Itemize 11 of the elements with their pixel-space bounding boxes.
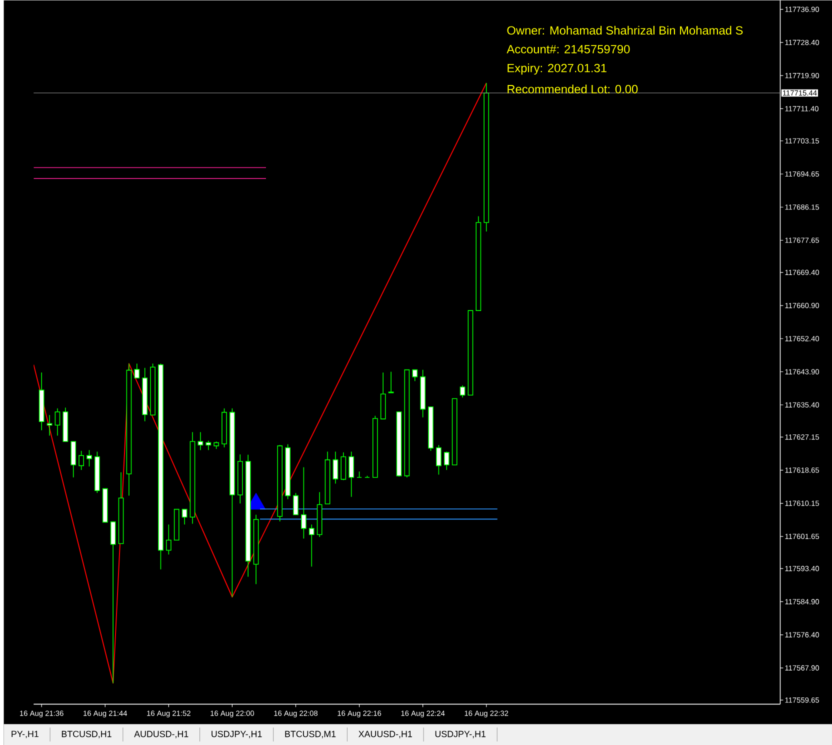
annotation: Owner: Mohamad Shahrizal Bin Mohamad S: [507, 26, 743, 35]
text: BTCUSD,H1: [62, 730, 112, 738]
text: USDJPY-,H1: [435, 730, 486, 738]
annotation: Expiry: 2027.01.31: [508, 64, 606, 75]
annotation: Recommended Lot: 0.00: [508, 84, 638, 94]
text: BTCUSD,M1: [285, 730, 336, 738]
annotation: Account#: 2145759790: [506, 44, 630, 54]
text: USDJPY-,H1: [212, 730, 262, 738]
text: AUDUSD-,H1: [134, 730, 188, 738]
text: PY-,H1: [12, 730, 38, 738]
text: XAUUSD-,H1: [358, 730, 412, 738]
